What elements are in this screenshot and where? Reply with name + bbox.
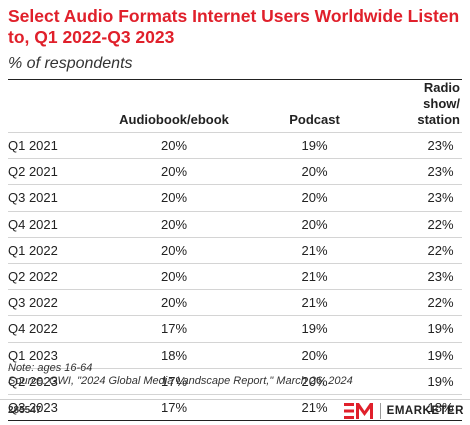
podcast-value: 21% (246, 236, 383, 264)
table-row: Q4 2021 20% 20% 22% (8, 210, 462, 238)
note-text: Note: ages 16-64 (8, 362, 93, 374)
brand-name: EMARKETER (386, 405, 464, 417)
brand-separator (379, 403, 381, 419)
audiobook-value: 18% (102, 341, 246, 369)
audiobook-value: 20% (102, 262, 246, 290)
em-logo-icon (343, 403, 373, 419)
row-label: Q1 2022 (8, 236, 102, 264)
table-row: Q1 2021 20% 19% 23% (8, 131, 462, 159)
radio-value: 22% (383, 289, 462, 316)
column-header-podcast: Podcast (289, 112, 340, 127)
data-table: Audiobook/ebook Podcast Radio show/ stat… (8, 80, 462, 422)
audiobook-value: 20% (102, 210, 246, 238)
row-label: Q3 2021 (8, 184, 102, 212)
row-label: Q3 2023 (8, 393, 102, 422)
radio-value: 22% (383, 210, 462, 238)
audiobook-value: 20% (102, 236, 246, 264)
audiobook-value: 17% (102, 393, 246, 422)
podcast-value: 19% (246, 315, 383, 342)
radio-value: 19% (383, 367, 462, 395)
audiobook-value: 20% (102, 158, 246, 185)
top-rule (8, 79, 462, 80)
table-row: Q4 2022 17% 19% 19% (8, 315, 462, 342)
radio-value: 22% (383, 236, 462, 264)
table-body: Q1 2021 20% 19% 23% Q2 2021 20% 20% 23% Q3 2021 2… (8, 131, 462, 422)
podcast-value: 20% (246, 158, 383, 185)
radio-value: 23% (383, 131, 462, 159)
column-header-audiobook: Audiobook/ebook (119, 112, 229, 127)
radio-value: 19% (383, 315, 462, 342)
row-label: Q2 2023 (8, 367, 102, 395)
chart-subtitle: % of respondents (8, 55, 133, 72)
footer-rule (0, 399, 470, 400)
row-label: Q1 2021 (8, 131, 102, 159)
chart-title: Select Audio Formats Internet Users Worl… (8, 6, 460, 47)
table-row: Q3 2023 17% 21% 18% (8, 393, 462, 422)
header-corner (8, 80, 102, 133)
table-row: Q2 2021 20% 20% 23% (8, 158, 462, 185)
podcast-value: 20% (246, 210, 383, 238)
row-label: Q3 2022 (8, 289, 102, 316)
podcast-value: 21% (246, 289, 383, 316)
podcast-value: 19% (246, 131, 383, 159)
row-label: Q4 2022 (8, 315, 102, 342)
podcast-value: 20% (246, 367, 383, 395)
audiobook-value: 20% (102, 131, 246, 159)
table-row: Q2 2022 20% 21% 23% (8, 262, 462, 290)
radio-value: 23% (383, 262, 462, 290)
radio-value: 19% (383, 341, 462, 369)
table-row: Q3 2022 20% 21% 22% (8, 289, 462, 316)
podcast-value: 21% (246, 393, 383, 422)
table-row: Q3 2021 20% 20% 23% (8, 184, 462, 212)
row-label: Q2 2022 (8, 262, 102, 290)
audiobook-value: 20% (102, 184, 246, 212)
audiobook-value: 20% (102, 289, 246, 316)
table-row: Q2 2023 17% 20% 19% (8, 367, 462, 395)
table-row: Q1 2022 20% 21% 22% (8, 236, 462, 264)
row-label: Q1 2023 (8, 341, 102, 369)
column-header-radio: Radio show/ station (417, 80, 460, 127)
radio-value: 23% (383, 158, 462, 185)
podcast-value: 20% (246, 184, 383, 212)
header-row: Audiobook/ebook Podcast Radio show/ stat… (8, 80, 462, 133)
podcast-value: 20% (246, 341, 383, 369)
audiobook-value: 17% (102, 315, 246, 342)
radio-value: 18% (383, 393, 462, 422)
row-label: Q4 2021 (8, 210, 102, 238)
table-row: Q1 2023 18% 20% 19% (8, 341, 462, 369)
radio-value: 23% (383, 184, 462, 212)
podcast-value: 21% (246, 262, 383, 290)
row-label: Q2 2021 (8, 158, 102, 185)
brand-logo: EMARKETER (343, 401, 464, 421)
source-text: Source: GWI, "2024 Global Media Landscap… (8, 375, 353, 387)
audiobook-value: 17% (102, 367, 246, 395)
chart-id: 285547 (8, 405, 42, 416)
